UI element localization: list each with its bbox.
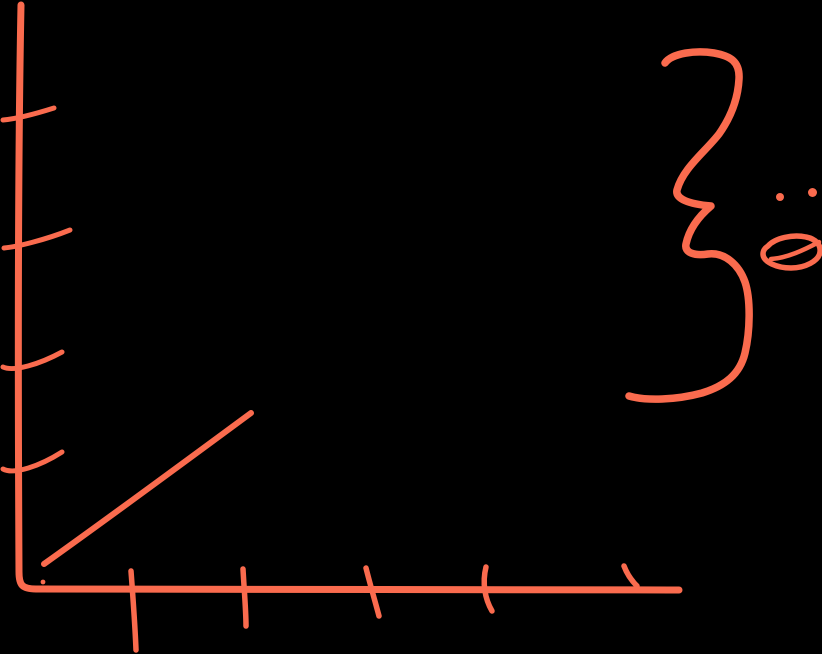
curly-brace-squiggle xyxy=(625,48,753,403)
face-mouth-inner-line xyxy=(768,239,822,262)
face-mouth-outline xyxy=(760,233,822,271)
ink-speck xyxy=(40,579,46,585)
y-axis-tick-1 xyxy=(0,105,57,123)
x-axis-tick-4 xyxy=(481,564,495,614)
face-left-eye-dot xyxy=(776,193,784,201)
axes-line xyxy=(14,1,683,594)
y-axis-tick-2 xyxy=(1,227,73,251)
x-axis-tick-3 xyxy=(363,565,382,619)
x-axis-tick-5 xyxy=(621,563,640,589)
data-line xyxy=(41,410,254,567)
x-axis-tick-1 xyxy=(128,568,139,653)
y-axis-tick-3 xyxy=(0,349,65,372)
face-right-eye-dot xyxy=(808,188,817,197)
y-axis-tick-4 xyxy=(0,449,65,474)
x-axis-tick-2 xyxy=(240,566,249,629)
